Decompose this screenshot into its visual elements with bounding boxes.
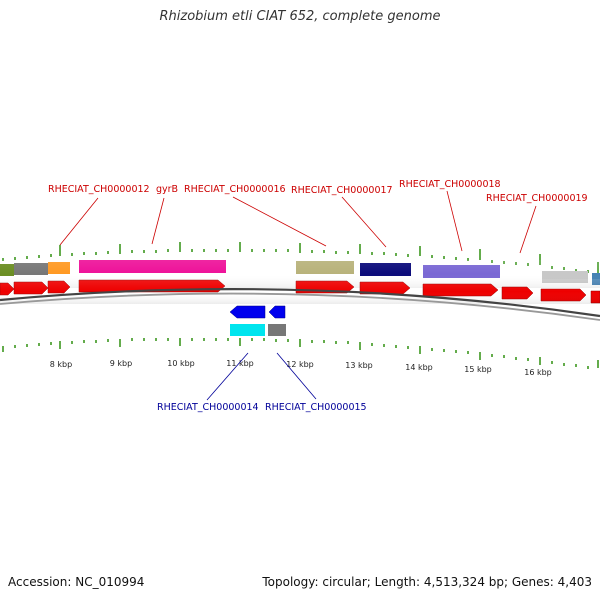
- forward-cds-arrow[interactable]: [540, 288, 587, 302]
- forward-cds-arrow[interactable]: [13, 281, 49, 295]
- genome-backbone: [0, 288, 600, 321]
- upper-gene-labels: RHECIAT_CH0000012 gyrB RHECIAT_CH0000016…: [48, 179, 588, 254]
- forward-cds-arrow[interactable]: [590, 290, 600, 304]
- cog-block-0014[interactable]: [230, 324, 265, 336]
- gene-label-ch0000019[interactable]: RHECIAT_CH0000019: [486, 193, 588, 204]
- forward-cds-arrow[interactable]: [47, 280, 71, 294]
- kbp-label: 13 kbp: [345, 361, 373, 370]
- kbp-label: 9 kbp: [110, 359, 132, 368]
- cog-block[interactable]: [14, 263, 48, 275]
- cog-block-0017[interactable]: [360, 263, 411, 276]
- gene-label-ch0000015[interactable]: RHECIAT_CH0000015: [265, 402, 367, 413]
- cog-block-gyrb[interactable]: [79, 260, 226, 273]
- forward-cds-track: [0, 279, 600, 304]
- cog-block[interactable]: [542, 271, 588, 283]
- upper-tick-row: [2, 242, 599, 273]
- reverse-cds-track: [229, 305, 286, 336]
- cog-block[interactable]: [0, 264, 14, 276]
- cog-block-0015[interactable]: [268, 324, 286, 336]
- gene-label-ch0000012[interactable]: RHECIAT_CH0000012: [48, 184, 150, 195]
- gene-label-ch0000016[interactable]: RHECIAT_CH0000016: [184, 184, 286, 195]
- cog-block[interactable]: [48, 262, 70, 274]
- kbp-label: 16 kbp: [524, 368, 552, 377]
- gene-label-ch0000018[interactable]: RHECIAT_CH0000018: [399, 179, 501, 190]
- gene-label-ch0000017[interactable]: RHECIAT_CH0000017: [291, 185, 393, 196]
- kbp-label: 12 kbp: [286, 360, 314, 369]
- lower-gene-labels: RHECIAT_CH0000014 RHECIAT_CH0000015: [157, 352, 367, 413]
- accession-text: Accession: NC_010994: [8, 575, 145, 589]
- kbp-label: 10 kbp: [167, 359, 195, 368]
- reverse-cds-arrow-0015[interactable]: [268, 305, 286, 319]
- kbp-labels: 8 kbp 9 kbp 10 kbp 11 kbp 12 kbp 13 kbp …: [50, 359, 552, 377]
- reverse-cds-arrow-0014[interactable]: [229, 305, 266, 319]
- kbp-label: 15 kbp: [464, 365, 492, 374]
- kbp-label: 14 kbp: [405, 363, 433, 372]
- cog-block[interactable]: [592, 273, 600, 285]
- kbp-label: 8 kbp: [50, 360, 72, 369]
- gene-label-ch0000014[interactable]: RHECIAT_CH0000014: [157, 402, 259, 413]
- kbp-label: 11 kbp: [226, 359, 254, 368]
- forward-cds-arrow[interactable]: [0, 282, 15, 296]
- map-title: Rhizobium etli CIAT 652, complete genome: [159, 9, 441, 24]
- forward-cds-arrow-0019[interactable]: [501, 286, 534, 300]
- cog-block-0018[interactable]: [423, 265, 500, 278]
- lower-tick-row: [2, 338, 599, 369]
- forward-cds-arrow-0018[interactable]: [422, 283, 499, 297]
- gene-label-gyrb[interactable]: gyrB: [156, 184, 178, 195]
- cog-block-0016[interactable]: [296, 261, 354, 274]
- genome-summary-text: Topology: circular; Length: 4,513,324 bp…: [262, 575, 592, 589]
